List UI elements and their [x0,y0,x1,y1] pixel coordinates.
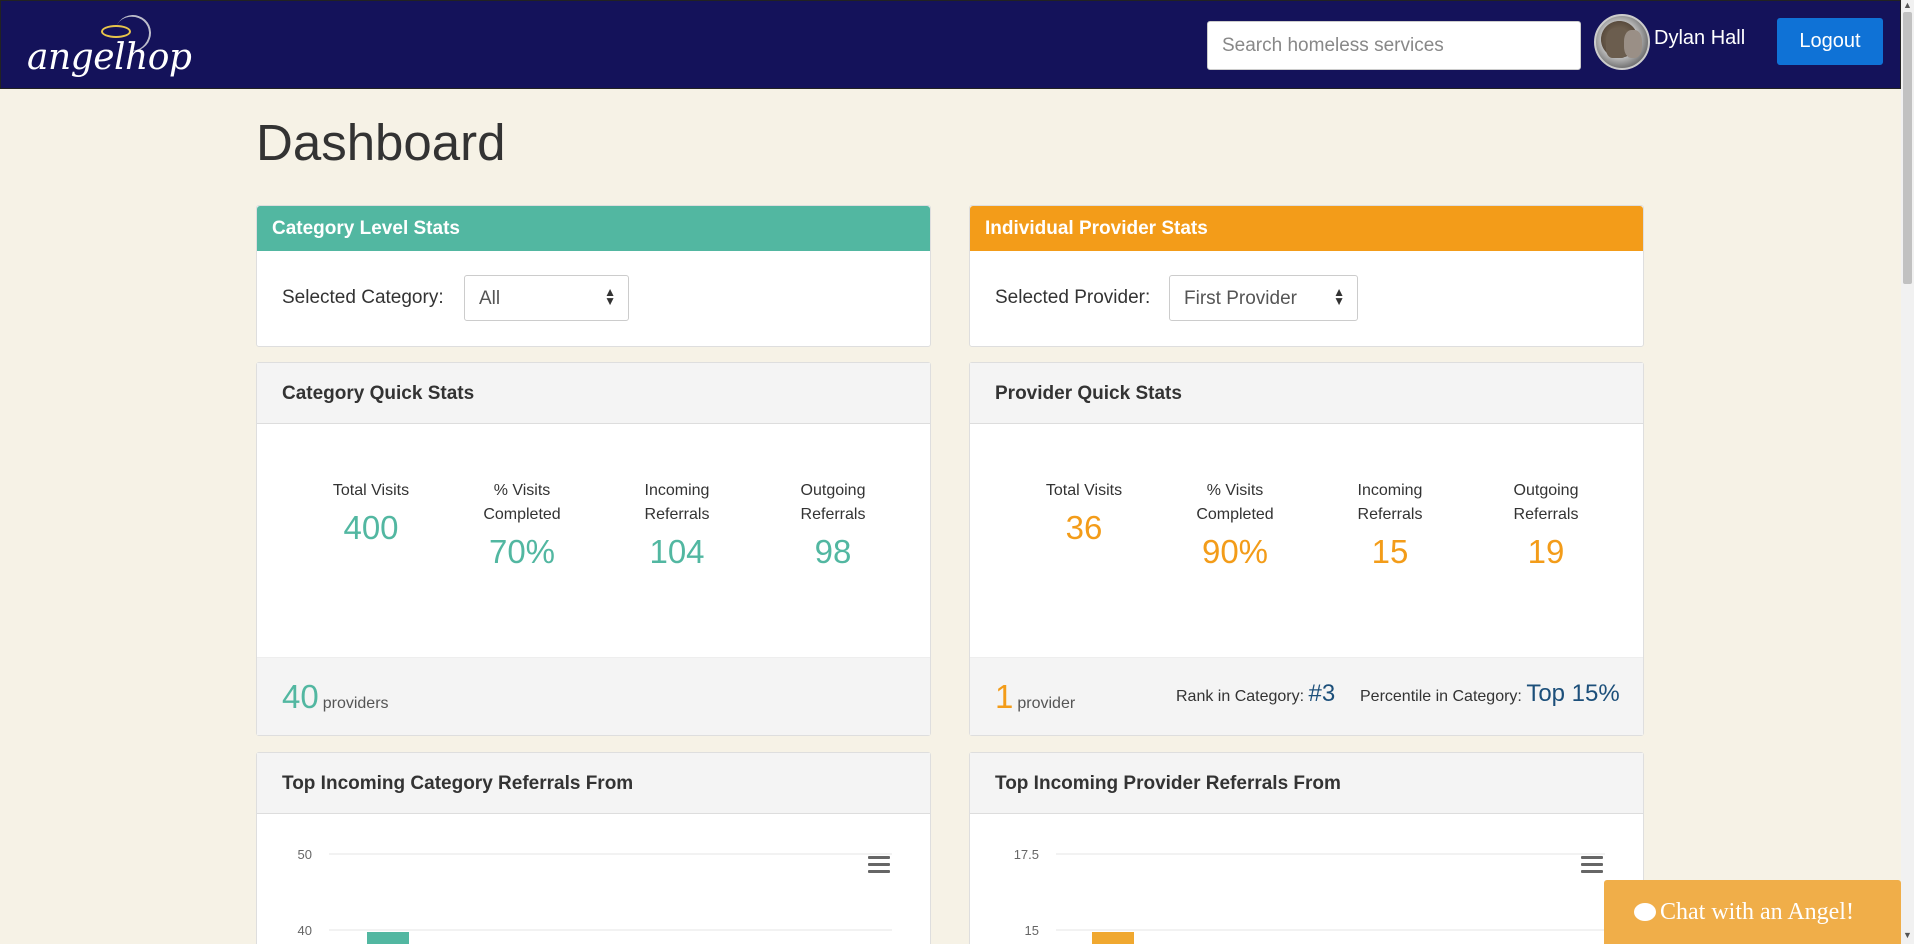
provider-unit: provider [1017,695,1076,712]
avatar-image-2 [1624,30,1642,58]
provider-referrals-chart-panel: Top Incoming Provider Referrals From 17.… [969,752,1644,944]
halo-icon [101,25,131,38]
stat-value: 90% [1201,533,1269,570]
avatar-image [1606,28,1628,58]
stat-total-visits: Total Visits 400 [301,479,441,547]
y-tick-label: 40 [298,923,312,938]
stat-label: Incoming Referrals [1357,482,1423,523]
stat-value: 70% [488,533,556,570]
providers-count-value: 40 [282,678,319,715]
stat-total-visits: Total Visits 36 [1014,479,1154,547]
chart-menu-icon[interactable] [1581,856,1603,874]
chart-menu-icon[interactable] [868,856,890,874]
selected-provider-label: Selected Provider: [995,287,1151,308]
stat-label: Total Visits [332,482,410,499]
provider-referrals-chart: 17.5 15 [1014,847,1605,944]
individual-provider-stats-header: Individual Provider Stats [970,206,1643,251]
provider-chart-area: 17.5 15 [970,814,1643,944]
individual-provider-stats-panel: Individual Provider Stats Selected Provi… [969,205,1644,347]
stat-label: Incoming Referrals [644,482,710,523]
bar [1092,932,1134,944]
select-caret-icon: ▲ ▼ [604,285,616,308]
category-referrals-chart-header: Top Incoming Category Referrals From [257,753,930,814]
stat-label: Outgoing Referrals [1513,482,1579,523]
category-chart-area: 50 40 [257,814,930,944]
avatar[interactable] [1594,14,1650,70]
chat-bubble-icon [1634,903,1656,921]
y-tick-label: 17.5 [1014,847,1039,862]
stat-label: Total Visits [1045,482,1123,499]
category-select[interactable]: All ▲ ▼ [464,275,629,321]
stat-value: 98 [814,533,852,570]
provider-referrals-chart-header: Top Incoming Provider Referrals From [970,753,1643,814]
providers-unit: providers [322,695,389,712]
category-level-stats-header: Category Level Stats [257,206,930,251]
provider-count: 1 provider [995,678,1075,716]
stat-visits-completed: % Visits Completed 90% [1170,479,1300,571]
scroll-thumb[interactable] [1903,12,1912,284]
stat-value: 36 [1065,509,1103,546]
category-referrals-chart-panel: Top Incoming Category Referrals From 50 4… [256,752,931,944]
stat-outgoing-referrals: Outgoing Referrals 19 [1481,479,1611,571]
percentile-label: Percentile in Category: [1360,688,1522,705]
category-referrals-chart: 50 40 [298,847,892,944]
category-quick-stats-footer: 40 providers [257,657,930,735]
navbar: angelhop Dylan Hall Logout [0,0,1901,89]
y-tick-label: 50 [298,847,312,862]
provider-quick-stats-panel: Provider Quick Stats Total Visits 36 % V… [969,362,1644,736]
stat-visits-completed: % Visits Completed 70% [457,479,587,571]
percentile-value: Top 15% [1526,680,1620,707]
scroll-up-icon[interactable]: ▲ [1903,0,1912,10]
search-input[interactable] [1207,21,1581,70]
scroll-down-icon[interactable]: ▼ [1903,930,1912,940]
stat-value: 15 [1371,533,1409,570]
stat-incoming-referrals: Incoming Referrals 15 [1325,479,1455,571]
stat-label: % Visits Completed [483,482,561,523]
provider-count-value: 1 [995,678,1014,715]
rank-value: #3 [1308,680,1336,707]
page-title: Dashboard [256,114,506,171]
percentile-in-category: Percentile in Category: Top 15% [1360,680,1620,708]
logo-text: angelhop [27,37,192,78]
category-level-stats-panel: Category Level Stats Selected Category: … [256,205,931,347]
provider-quick-stats-footer: 1 provider Rank in Category: #3 Percentil… [970,657,1643,735]
user-name[interactable]: Dylan Hall [1654,27,1746,49]
category-quick-stats-header: Category Quick Stats [257,363,930,424]
stat-outgoing-referrals: Outgoing Referrals 98 [768,479,898,571]
chat-button[interactable]: Chat with an Angel! [1604,880,1901,944]
logout-button[interactable]: Logout [1777,18,1883,65]
bar [367,932,409,944]
provider-quick-stats-header: Provider Quick Stats [970,363,1643,424]
y-tick-label: 15 [1025,923,1039,938]
stat-label: % Visits Completed [1196,482,1274,523]
provider-select[interactable]: First Provider ▲ ▼ [1169,275,1358,321]
selected-category-label: Selected Category: [282,287,444,308]
category-select-value: All [479,288,501,309]
rank-label: Rank in Category: [1176,688,1305,705]
provider-select-value: First Provider [1184,288,1297,309]
chat-label: Chat with an Angel! [1660,899,1854,925]
category-quick-stats-panel: Category Quick Stats Total Visits 400 % … [256,362,931,736]
stat-value: 400 [343,509,399,546]
stat-value: 104 [649,533,705,570]
stat-value: 19 [1527,533,1565,570]
providers-count: 40 providers [282,678,389,716]
select-caret-icon: ▲ ▼ [1333,285,1345,308]
stat-label: Outgoing Referrals [800,482,866,523]
rank-in-category: Rank in Category: #3 [1176,680,1335,708]
logo[interactable]: angelhop [27,9,192,79]
stat-incoming-referrals: Incoming Referrals 104 [612,479,742,571]
page-scrollbar[interactable]: ▲ ▼ [1901,0,1914,944]
